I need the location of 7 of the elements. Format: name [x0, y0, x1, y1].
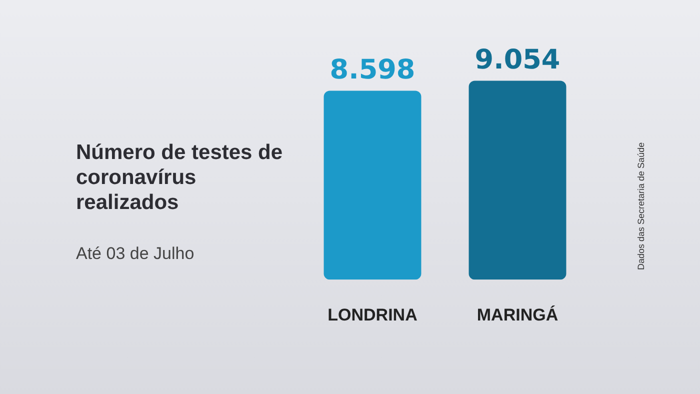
text: Até 03 de Julho: [76, 244, 194, 264]
text: Número de testes de coronavírus realizados: [76, 140, 284, 215]
x-tick-label: LONDRINA: [328, 305, 418, 324]
data-label: 9.054: [474, 44, 560, 76]
data-label: 8.598: [330, 54, 416, 86]
x-tick-label: MARINGÁ: [476, 304, 558, 324]
text: Dados das Secretaria de Saúde: [636, 142, 646, 270]
